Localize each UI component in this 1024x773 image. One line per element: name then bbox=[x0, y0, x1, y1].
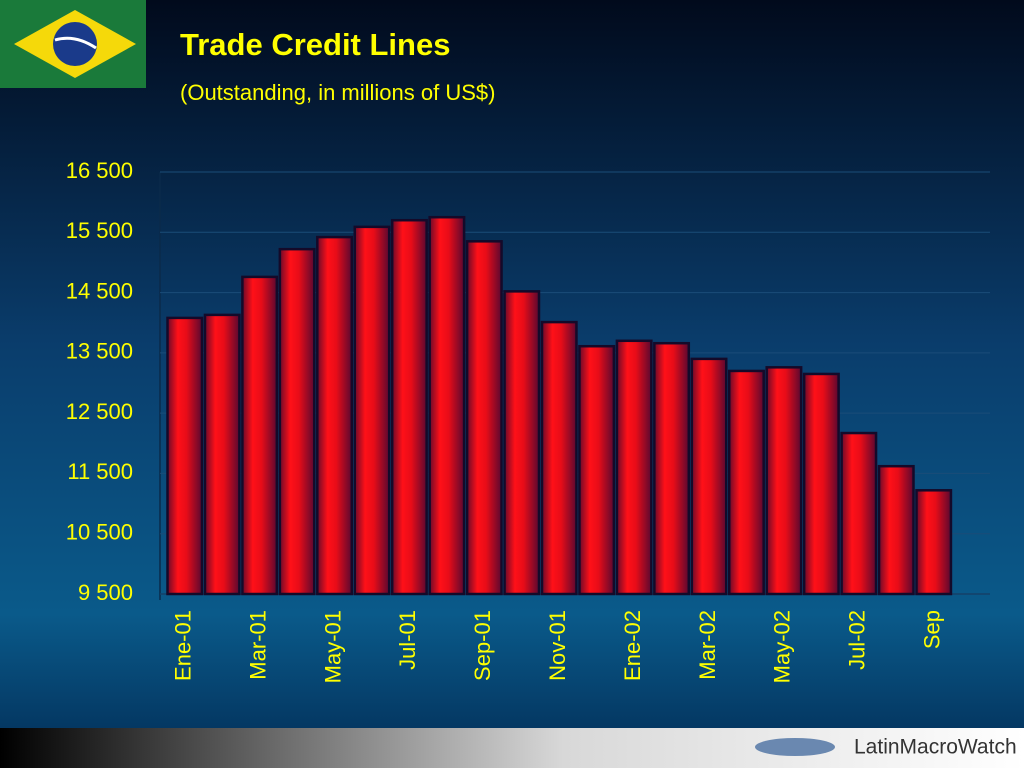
bar bbox=[802, 372, 840, 596]
bar bbox=[915, 489, 953, 596]
y-tick-label: 16 500 bbox=[66, 158, 133, 183]
y-tick-label: 13 500 bbox=[66, 339, 133, 364]
x-tick-label: Nov-01 bbox=[545, 610, 570, 681]
y-tick-label: 12 500 bbox=[66, 399, 133, 424]
x-tick-label: Sep-01 bbox=[470, 610, 495, 681]
bar bbox=[690, 357, 728, 596]
x-tick-label: May-01 bbox=[320, 610, 345, 683]
y-tick-label: 14 500 bbox=[66, 278, 133, 303]
x-tick-label: Sep bbox=[920, 610, 945, 649]
bar bbox=[241, 275, 279, 596]
y-tick-label: 11 500 bbox=[67, 459, 133, 484]
bar bbox=[765, 366, 803, 596]
x-tick-label: Jul-02 bbox=[845, 610, 870, 670]
bar bbox=[503, 290, 541, 596]
bar bbox=[877, 464, 915, 596]
footer-band bbox=[0, 728, 1024, 768]
flag bbox=[0, 0, 146, 88]
x-tick-label: Jul-01 bbox=[395, 610, 420, 670]
bar bbox=[540, 320, 578, 596]
x-tick-label: Mar-01 bbox=[245, 610, 270, 680]
y-tick-label: 15 500 bbox=[66, 218, 133, 243]
bar bbox=[615, 339, 653, 596]
footer-logo: LatinMacroWatch bbox=[755, 736, 1017, 759]
bar bbox=[353, 225, 391, 596]
footer-text: LatinMacroWatch bbox=[854, 736, 1017, 759]
bar bbox=[278, 247, 316, 596]
bar bbox=[390, 218, 428, 596]
bar bbox=[316, 235, 353, 596]
bar bbox=[428, 215, 466, 596]
chart-subtitle: (Outstanding, in millions of US$) bbox=[180, 80, 495, 105]
y-tick-label: 10 500 bbox=[66, 520, 133, 545]
bar bbox=[166, 316, 204, 596]
bar bbox=[578, 344, 616, 596]
y-tick-label: 9 500 bbox=[78, 580, 133, 605]
bar bbox=[728, 369, 765, 596]
bar bbox=[203, 313, 241, 596]
x-tick-label: Ene-01 bbox=[171, 610, 196, 681]
bar bbox=[840, 431, 878, 596]
bar bbox=[465, 240, 503, 596]
bar bbox=[653, 341, 691, 596]
x-tick-label: Ene-02 bbox=[620, 610, 645, 681]
x-tick-label: May-02 bbox=[770, 610, 795, 683]
chart-title: Trade Credit Lines bbox=[180, 27, 450, 62]
x-tick-label: Mar-02 bbox=[695, 610, 720, 680]
